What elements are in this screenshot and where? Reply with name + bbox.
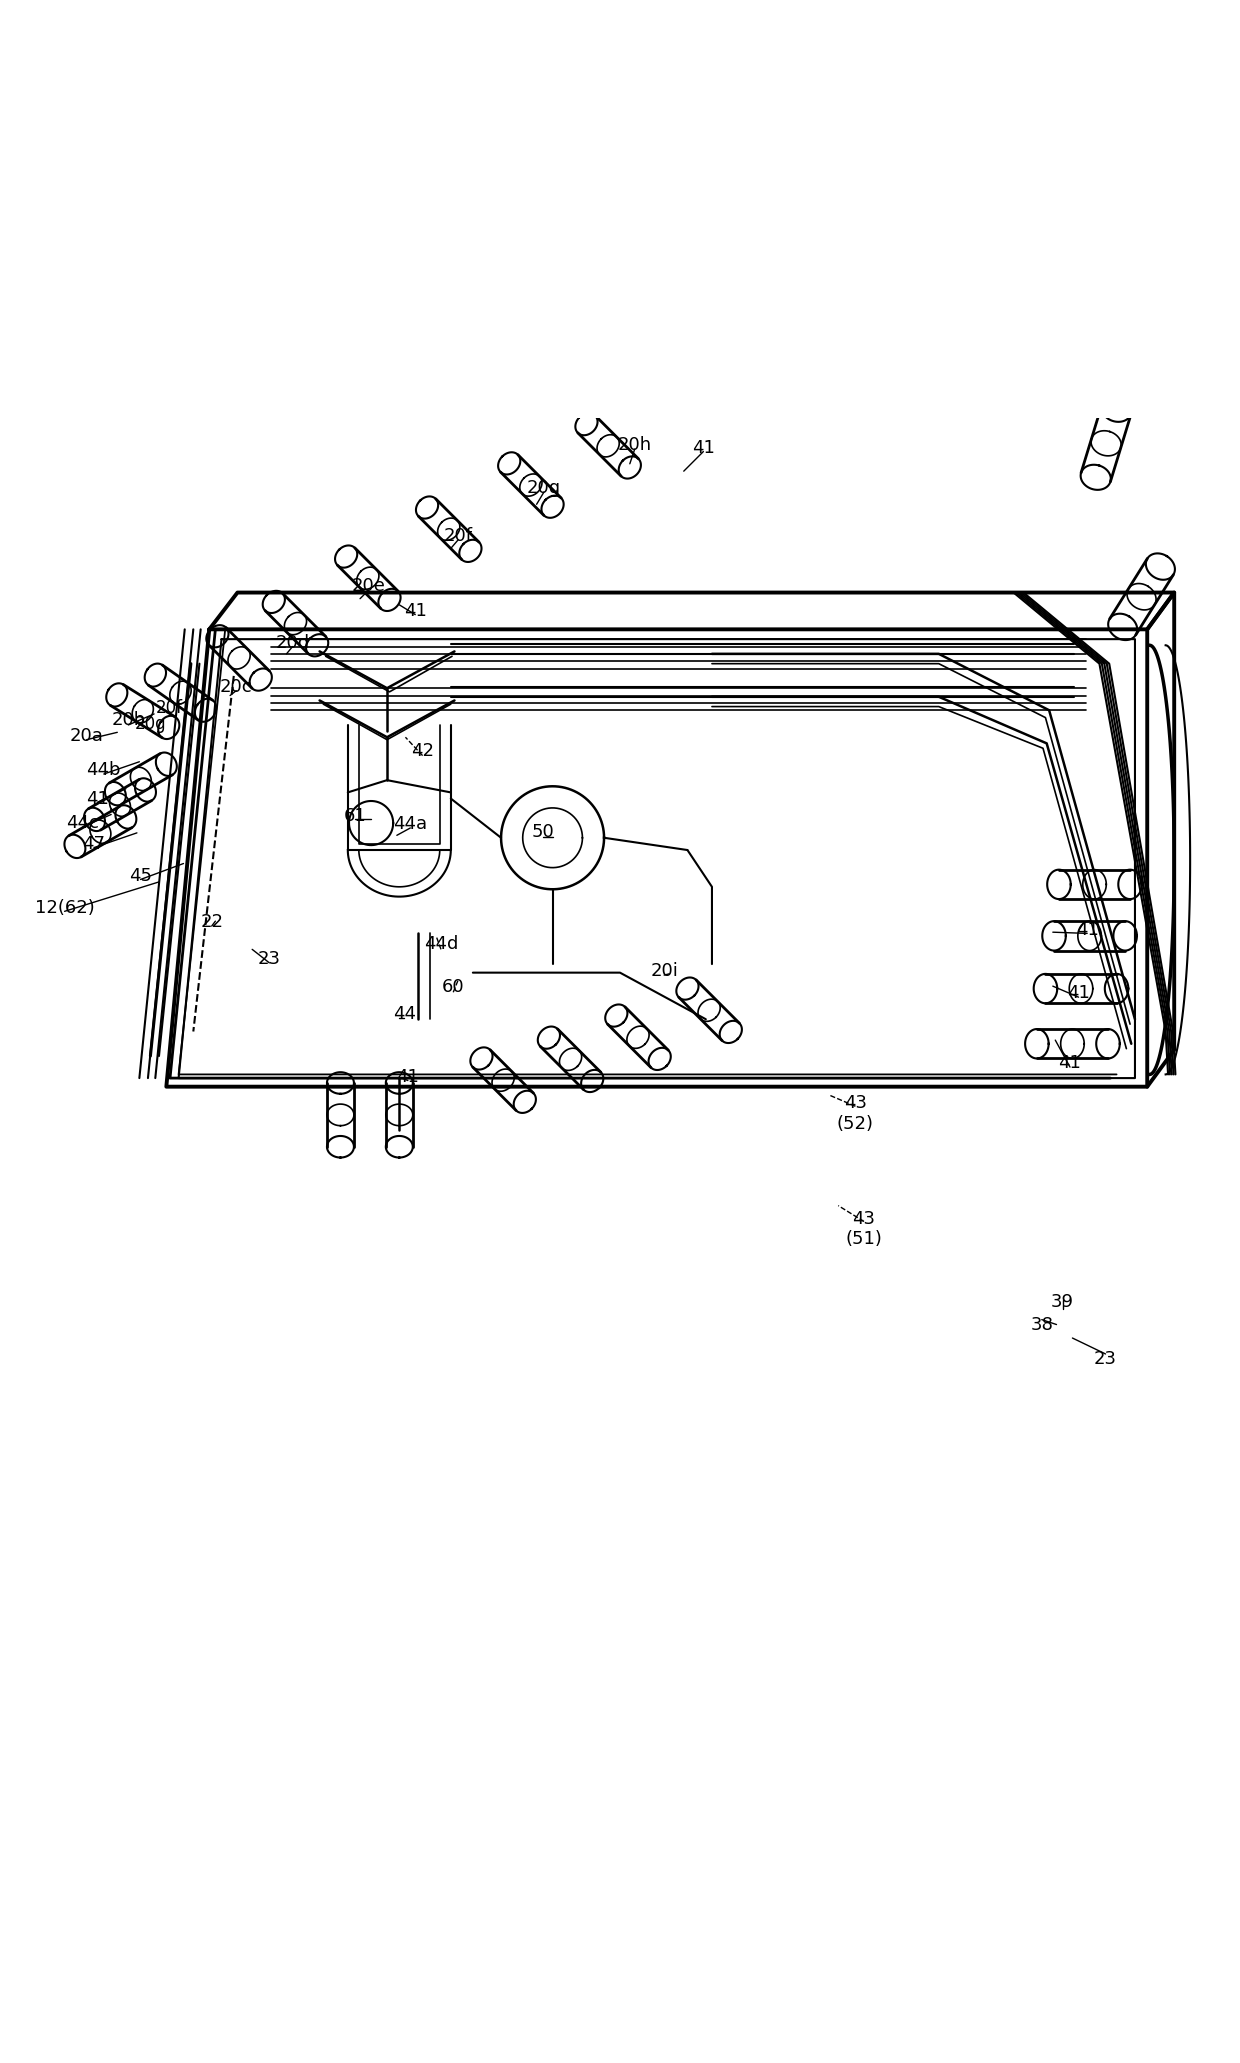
Text: 20h: 20h (618, 437, 652, 454)
Text: 44b: 44b (87, 761, 122, 780)
Text: 20d: 20d (275, 633, 310, 652)
Text: 61: 61 (343, 807, 367, 825)
Text: 41: 41 (87, 790, 109, 807)
Text: 41: 41 (1059, 1054, 1081, 1073)
Text: 44a: 44a (393, 815, 428, 833)
Text: 44: 44 (393, 1005, 415, 1023)
Text: 44d: 44d (424, 935, 458, 953)
Text: 20g: 20g (135, 714, 166, 732)
Text: 20f: 20f (444, 528, 472, 545)
Text: 41: 41 (1068, 984, 1090, 1003)
Text: 23: 23 (258, 951, 280, 968)
Text: 41: 41 (404, 602, 427, 621)
Text: 20g: 20g (527, 479, 560, 497)
Text: 43
(52): 43 (52) (837, 1093, 874, 1133)
Text: 20b: 20b (112, 712, 145, 728)
Text: 44c: 44c (67, 815, 99, 831)
Text: 41: 41 (692, 439, 714, 456)
Text: 38: 38 (1030, 1316, 1053, 1333)
Text: 42: 42 (412, 743, 434, 759)
Text: 20f: 20f (155, 699, 182, 716)
Text: 60: 60 (441, 978, 465, 996)
Text: 50: 50 (532, 823, 554, 840)
Text: 39: 39 (1052, 1294, 1074, 1312)
Text: 43
(51): 43 (51) (846, 1209, 883, 1248)
Text: 23: 23 (1094, 1349, 1117, 1368)
Text: 45: 45 (129, 866, 153, 885)
Text: 41: 41 (397, 1069, 419, 1085)
Text: 20e: 20e (352, 578, 386, 596)
Text: 47: 47 (83, 836, 105, 852)
Text: 20i: 20i (650, 963, 678, 980)
Text: 12(62): 12(62) (35, 899, 94, 916)
Text: 20c: 20c (219, 679, 253, 695)
Text: 22: 22 (200, 914, 223, 930)
Text: 20a: 20a (69, 726, 104, 745)
Text: 41: 41 (1076, 920, 1099, 939)
